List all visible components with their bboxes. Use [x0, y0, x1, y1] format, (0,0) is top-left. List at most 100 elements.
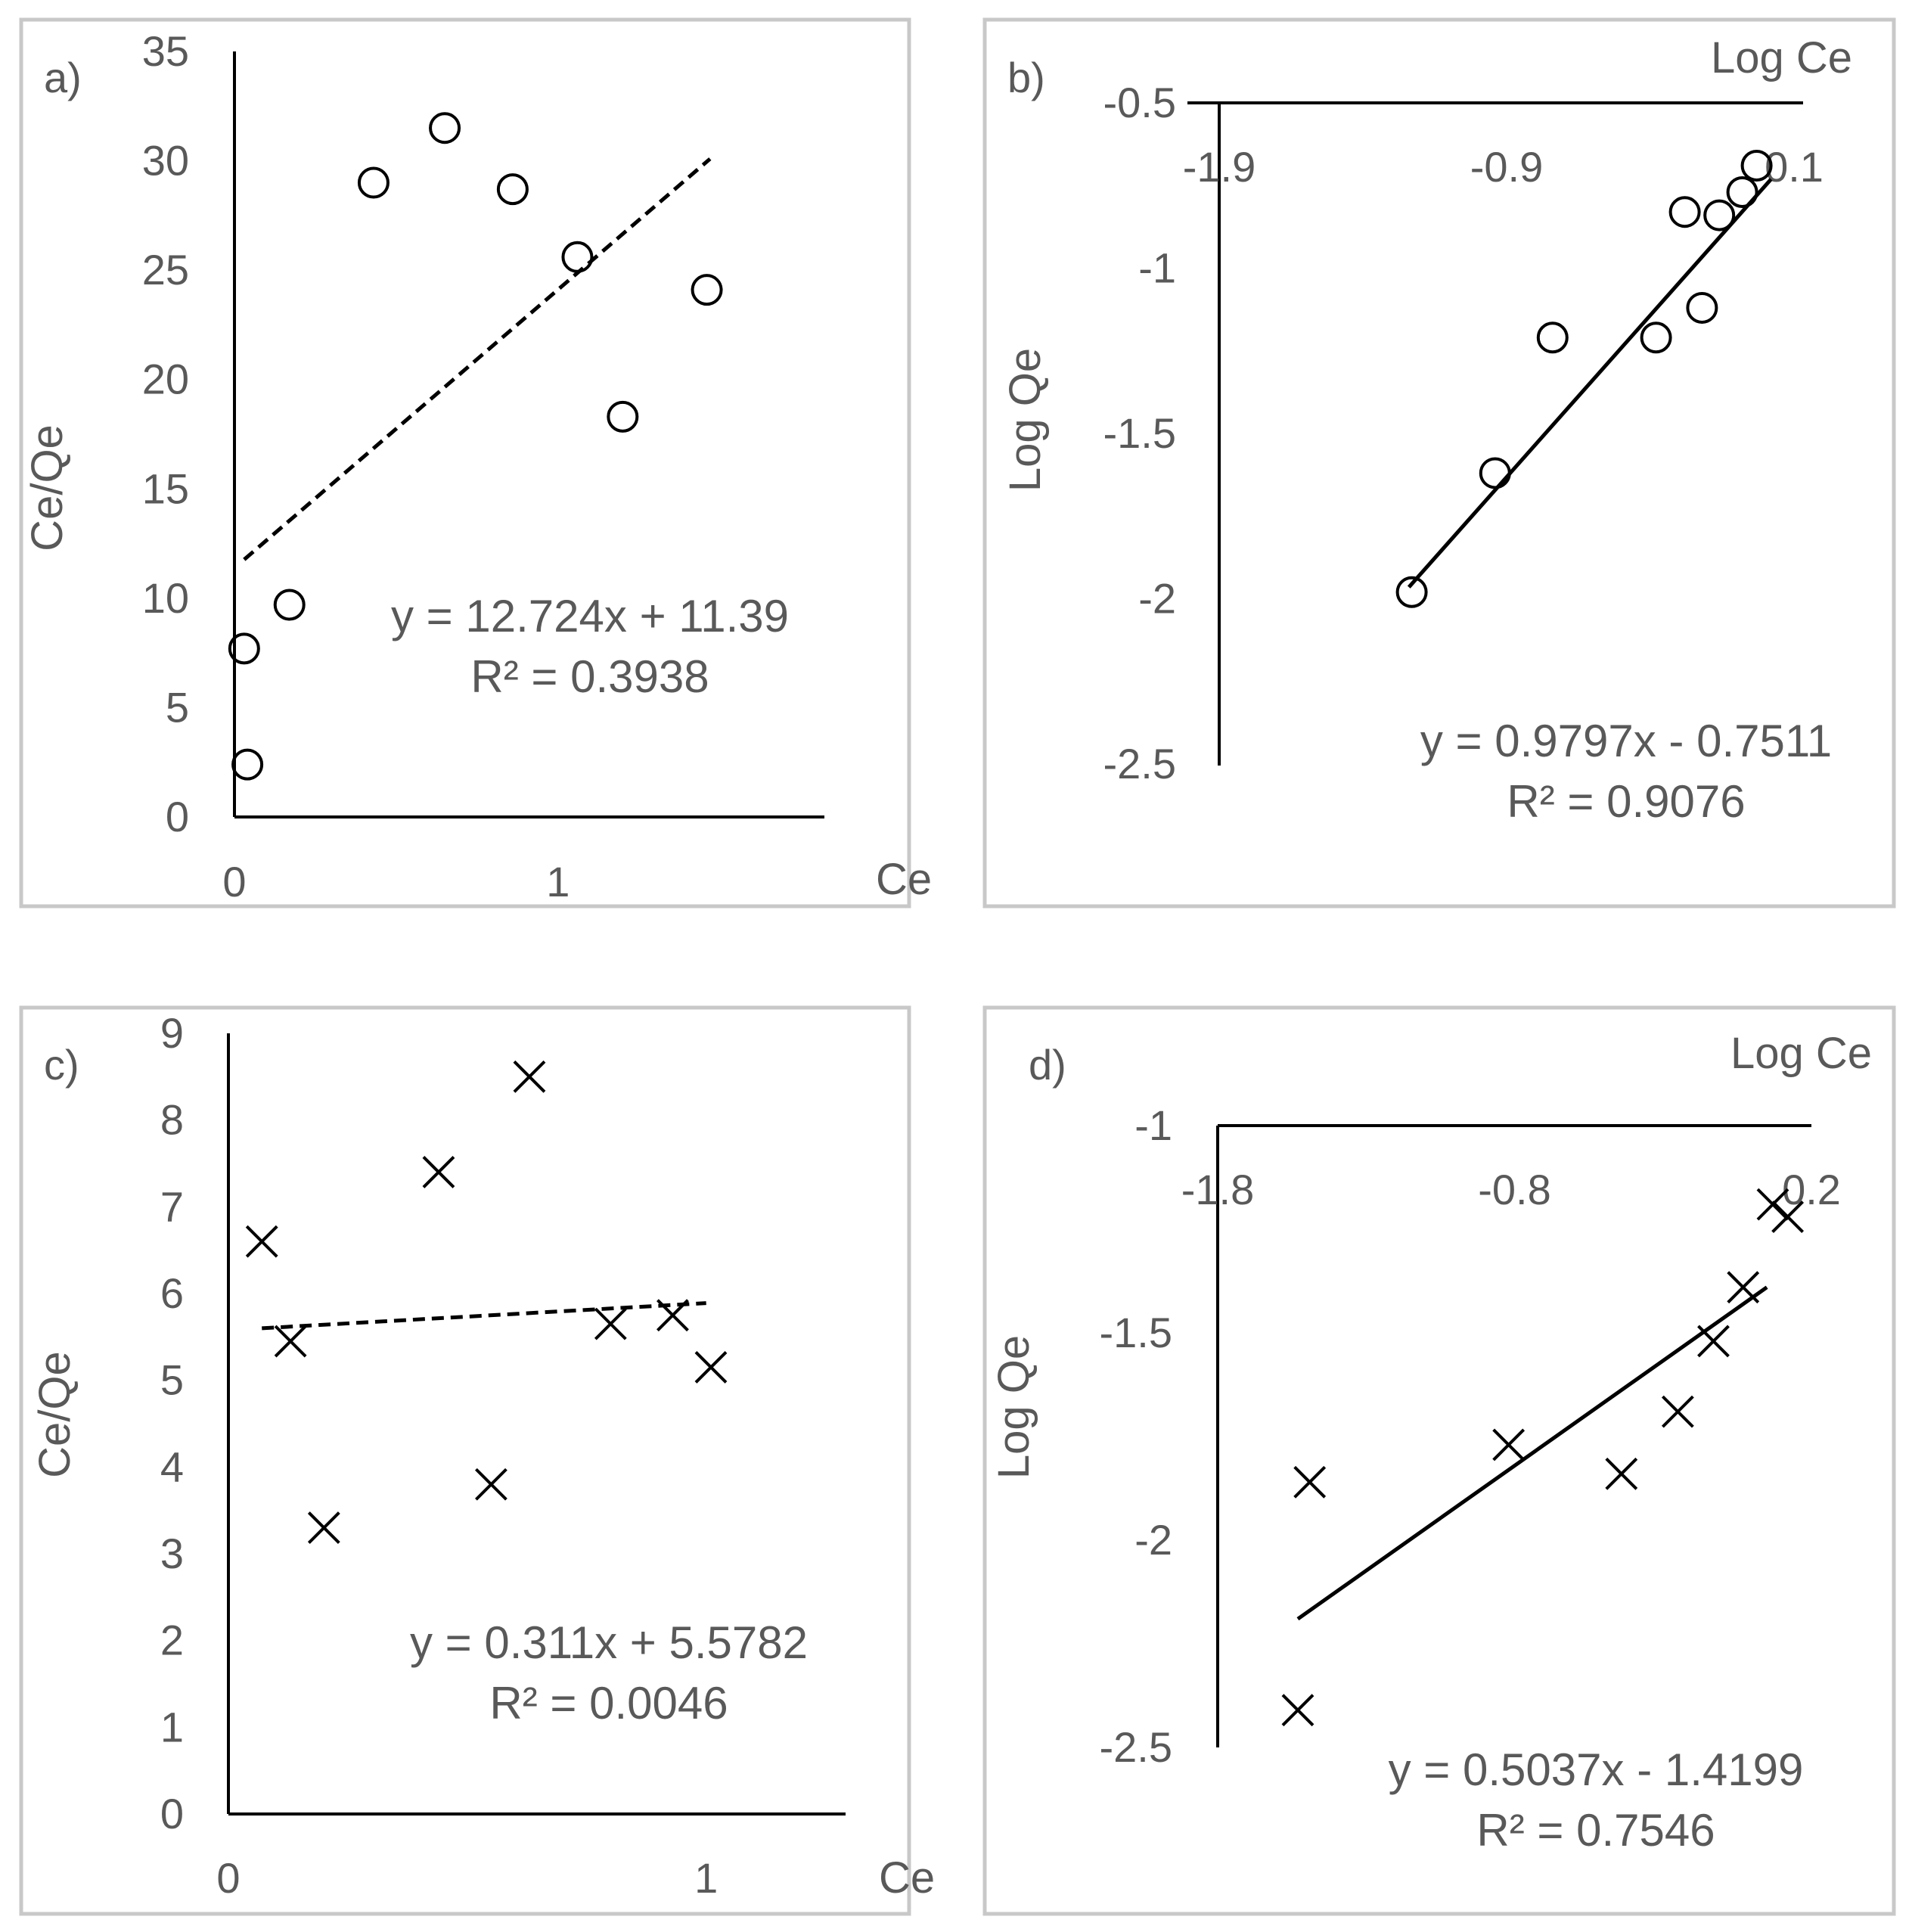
- y-tick-label: 0: [166, 793, 189, 840]
- x-axis-label: Log Ce: [1730, 1029, 1872, 1078]
- data-point: [691, 274, 723, 306]
- x-axis-label: Ce: [876, 855, 932, 904]
- data-point: [1395, 576, 1428, 608]
- data-point: [422, 1156, 455, 1188]
- r-squared-label: R² = 0.7546: [1476, 1805, 1715, 1856]
- data-point: [245, 1225, 278, 1258]
- y-tick-label: -0.5: [1103, 79, 1177, 126]
- x-tick-label: -1.8: [1181, 1166, 1255, 1213]
- y-tick-label: 30: [142, 137, 189, 185]
- panel-tag: a): [44, 54, 82, 101]
- trendline: [243, 157, 712, 561]
- data-point: [1536, 321, 1569, 354]
- y-tick-label: 2: [160, 1617, 184, 1664]
- trendline: [1407, 178, 1773, 589]
- x-tick-label: 0: [216, 1854, 240, 1902]
- data-point: [1492, 1428, 1526, 1461]
- trendline: [1296, 1285, 1768, 1621]
- y-tick-label: -1: [1138, 244, 1176, 292]
- panel-tag: d): [1029, 1041, 1066, 1089]
- panel-c: 0 1 2 3 4 5 6 7 8 9 0 1 Ce Ce/Qe c) y = 0.311x + 5.5782…: [19, 1005, 935, 1916]
- y-tick-label: 6: [160, 1269, 184, 1317]
- trendline-equation: y = 0.311x + 5.5782: [410, 1617, 808, 1668]
- data-point: [1281, 1694, 1314, 1727]
- data-point: [231, 748, 264, 781]
- panel-frame: [19, 1005, 911, 1916]
- y-axis-label: Ce/Qe: [30, 1351, 79, 1478]
- y-tick-label: -1: [1134, 1101, 1172, 1149]
- data-point: [1756, 1188, 1789, 1221]
- data-point: [1605, 1457, 1638, 1490]
- x-tick-label: 0: [222, 858, 246, 905]
- trendline-equation: y = 0.9797x - 0.7511: [1420, 716, 1832, 766]
- r-squared-label: R² = 0.9076: [1507, 776, 1745, 827]
- data-point: [496, 173, 529, 206]
- r-squared-label: R² = 0.3938: [470, 651, 709, 702]
- y-axis-label: Log Qe: [1001, 348, 1050, 492]
- data-point: [357, 166, 390, 199]
- y-tick-label: -2: [1138, 575, 1176, 623]
- y-tick-label: 15: [142, 464, 189, 512]
- y-tick-label: -1.5: [1100, 1309, 1173, 1356]
- x-tick-label: 1: [546, 858, 570, 905]
- x-tick-label: 0.2: [1782, 1166, 1841, 1213]
- y-axis-label: Log Qe: [989, 1335, 1038, 1479]
- x-tick-label: -1.9: [1183, 143, 1256, 191]
- panel-frame: [982, 1005, 1896, 1916]
- panel-a: 0 5 10 15 20 25 30 35 0 1 Ce Ce/Qe a) y = 12.724x + 1…: [19, 17, 932, 909]
- data-point: [561, 241, 594, 273]
- data-point: [1740, 150, 1773, 182]
- panel-tag: c): [44, 1041, 79, 1089]
- y-tick-label: 9: [160, 1009, 184, 1057]
- y-tick-label: -2: [1134, 1516, 1172, 1564]
- trendline-equation: y = 0.5037x - 1.4199: [1389, 1744, 1804, 1795]
- x-tick-label: -0.8: [1478, 1166, 1551, 1213]
- y-tick-label: 5: [166, 683, 189, 731]
- y-tick-label: 20: [142, 356, 189, 403]
- data-point: [1771, 1201, 1805, 1233]
- data-point: [475, 1468, 507, 1501]
- data-point: [1661, 1395, 1694, 1428]
- data-point: [1726, 175, 1758, 208]
- data-point: [274, 1325, 307, 1358]
- data-point: [1697, 1325, 1730, 1358]
- trendline: [262, 1301, 706, 1331]
- y-tick-label: 1: [160, 1703, 184, 1750]
- data-point: [656, 1299, 689, 1332]
- r-squared-label: R² = 0.0046: [489, 1678, 728, 1729]
- data-point: [607, 400, 639, 433]
- y-tick-label: 10: [142, 574, 189, 622]
- data-point: [594, 1307, 627, 1340]
- data-point: [1293, 1465, 1327, 1499]
- panel-b: -0.5 -1 -1.5 -2 -2.5 -1.9 -0.9 0.1 Log Ce Log Qe b…: [982, 17, 1896, 909]
- panel-tag: b): [1007, 54, 1045, 101]
- panel-d: -1 -1.5 -2 -2.5 -1.8 -0.8 0.2 Log Ce Log Qe d) y =…: [982, 1005, 1896, 1916]
- data-point: [1686, 291, 1718, 324]
- y-tick-label: 3: [160, 1530, 184, 1577]
- x-axis-label: Log Ce: [1711, 33, 1852, 82]
- data-point: [1703, 199, 1736, 231]
- y-axis-label: Ce/Qe: [23, 424, 72, 551]
- y-tick-label: -2.5: [1100, 1723, 1173, 1771]
- data-point: [1479, 457, 1511, 489]
- y-tick-label: 8: [160, 1096, 184, 1144]
- x-tick-label: -0.9: [1470, 143, 1544, 191]
- x-tick-label: 0.1: [1765, 143, 1824, 191]
- data-point: [694, 1351, 728, 1384]
- y-tick-label: 4: [160, 1443, 184, 1490]
- y-tick-label: -2.5: [1103, 740, 1177, 787]
- data-point: [1668, 196, 1701, 228]
- data-point: [228, 632, 260, 665]
- y-tick-label: -1.5: [1103, 409, 1177, 457]
- y-tick-label: 7: [160, 1182, 184, 1230]
- data-point: [429, 112, 461, 144]
- trendline-equation: y = 12.724x + 11.39: [391, 591, 789, 641]
- y-tick-label: 35: [142, 27, 189, 75]
- x-tick-label: 1: [694, 1854, 718, 1902]
- y-tick-label: 25: [142, 246, 189, 294]
- data-point: [273, 589, 306, 621]
- panel-frame: [19, 17, 911, 909]
- data-point: [513, 1060, 546, 1093]
- y-tick-label: 5: [160, 1356, 184, 1404]
